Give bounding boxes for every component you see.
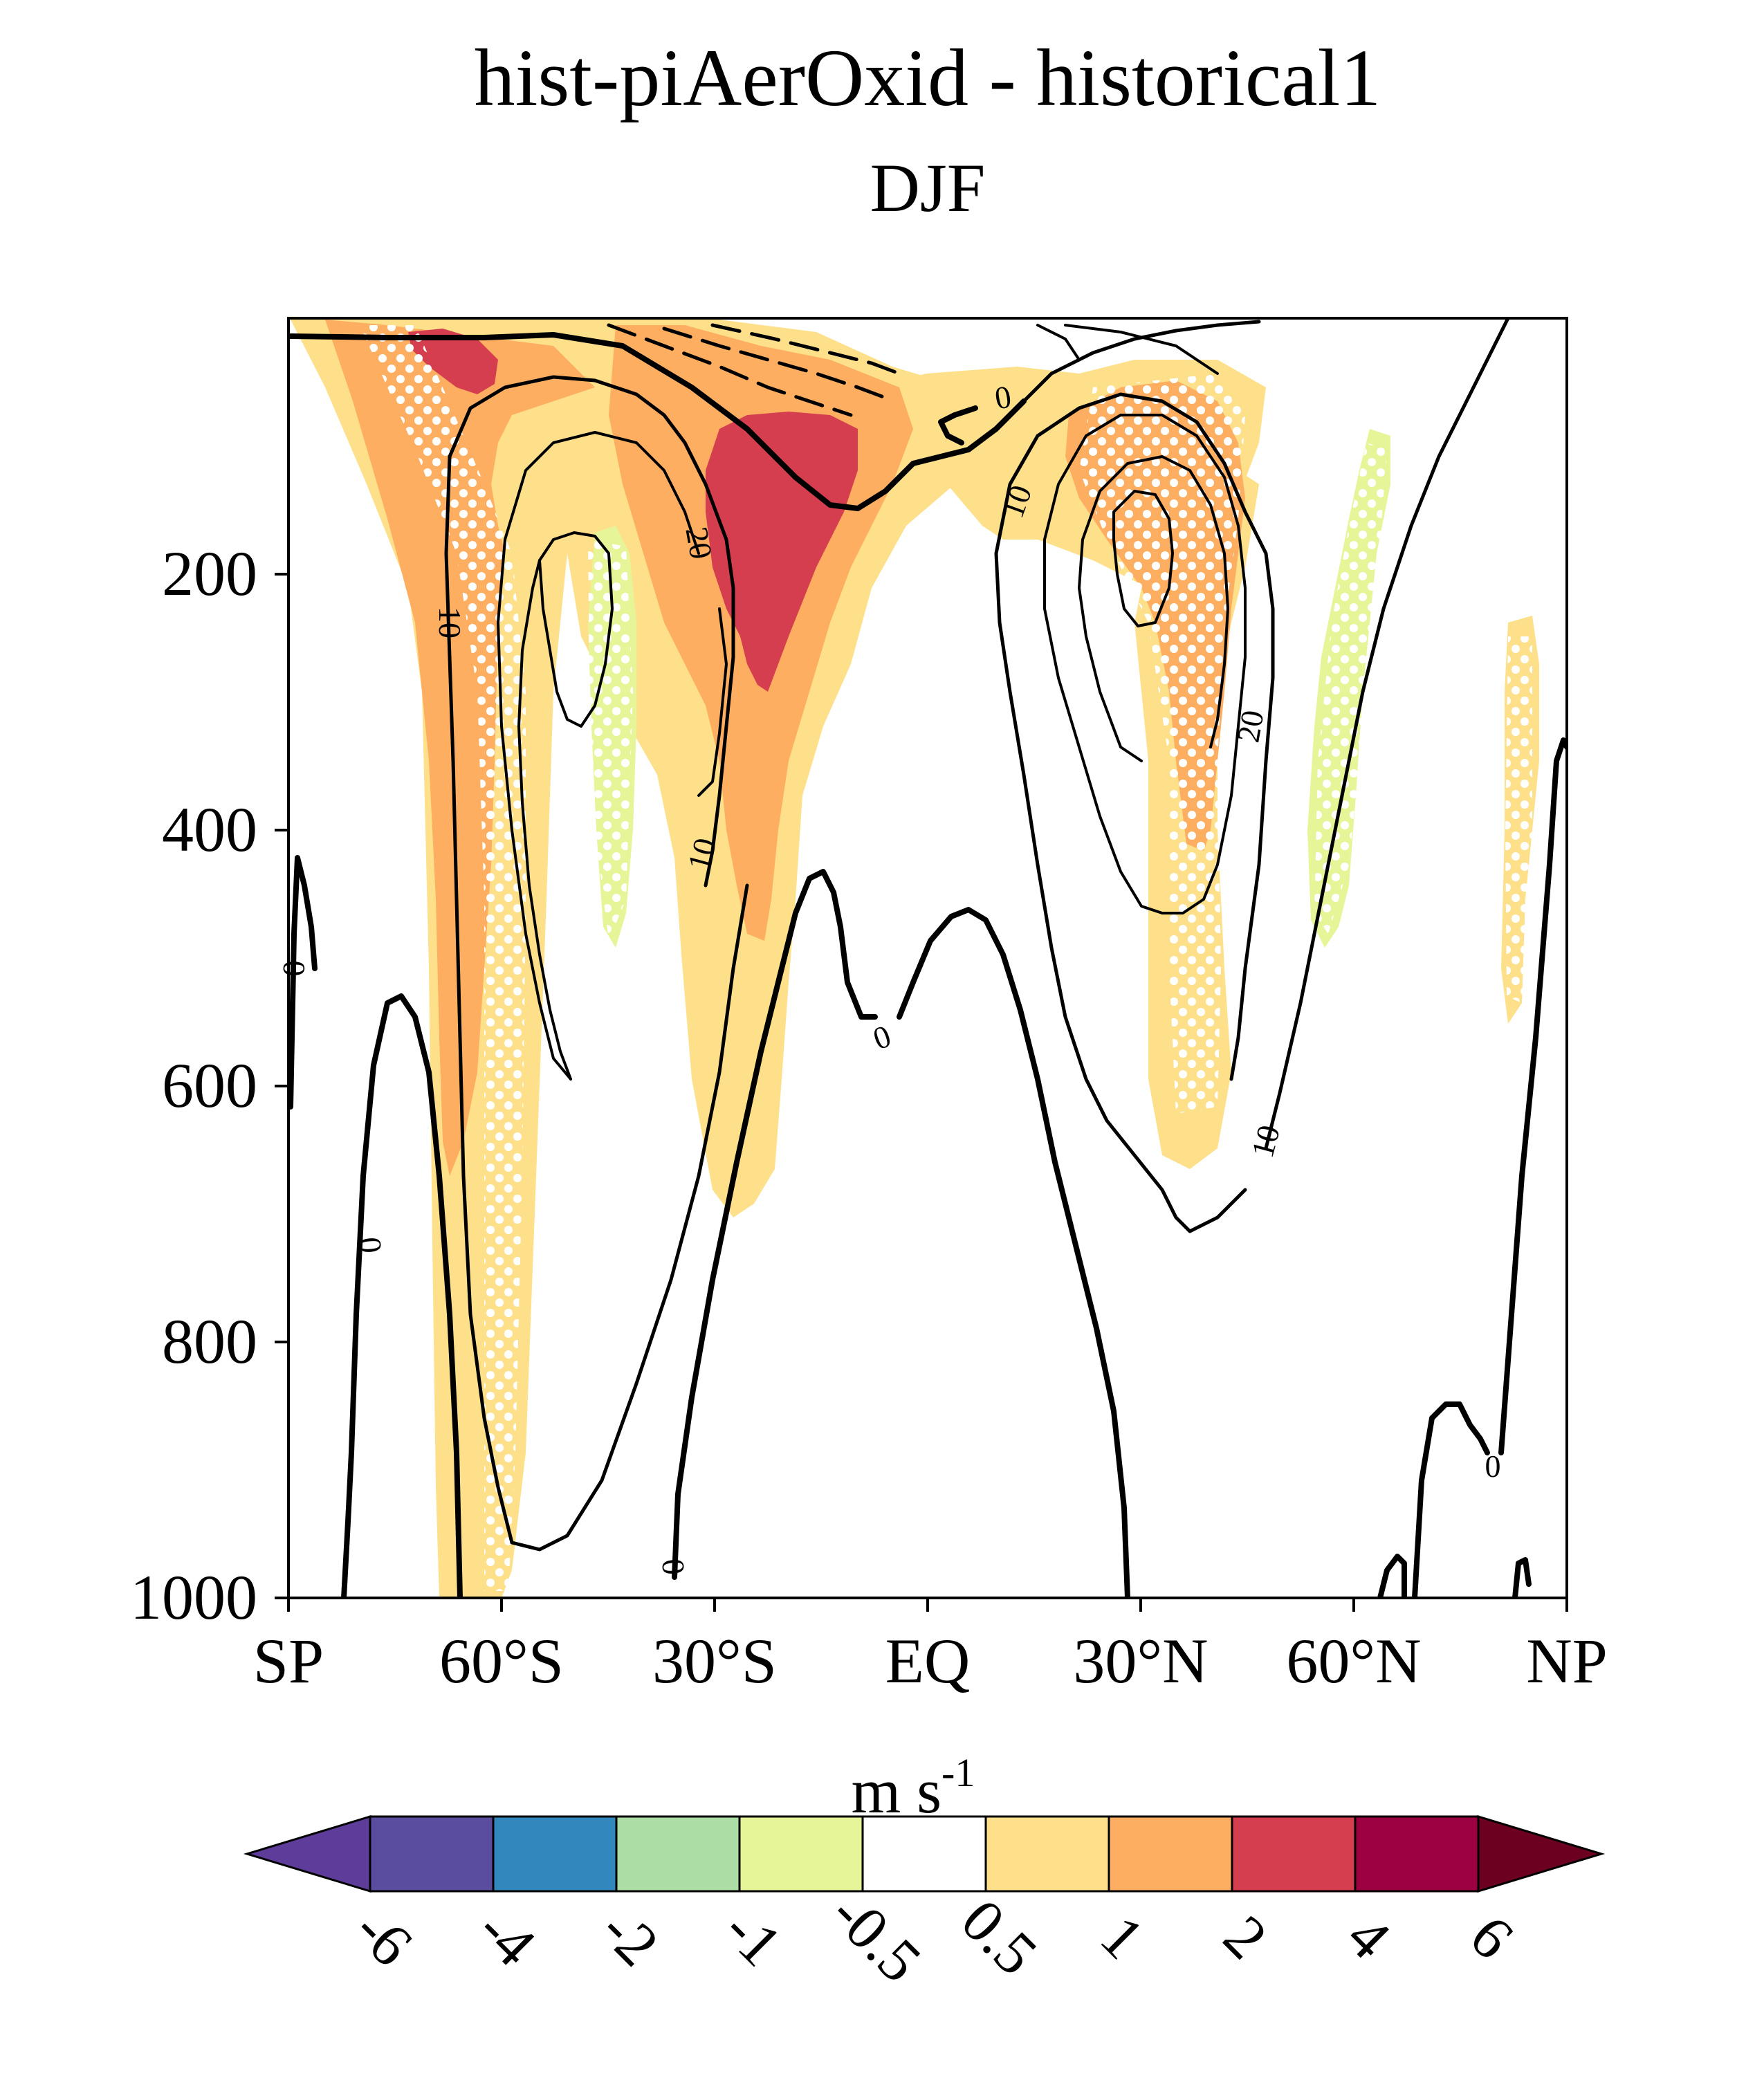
chart-subtitle: DJF <box>870 149 986 226</box>
contour-zero-np <box>1412 1401 1490 1598</box>
colorbar-cell <box>1231 1815 1357 1893</box>
contour-label: 0 <box>277 961 312 977</box>
colorbar-tick-label: -4 <box>465 1896 548 1979</box>
contour-twenty-north-loop <box>1112 490 1174 627</box>
contour-top-right-1 <box>1064 324 1219 375</box>
shading-2-to-4 <box>408 329 858 692</box>
colorbar-tick-label: -0.5 <box>818 1880 933 1996</box>
shade-orange-southern-jet <box>325 320 595 1176</box>
colorbar-cell <box>861 1815 987 1893</box>
y-tick-label: 800 <box>162 1306 257 1377</box>
colorbar-tick-label: -6 <box>342 1896 425 1979</box>
contour-twenty-south <box>497 431 700 1081</box>
contour-negative-dashed-3 <box>710 323 901 376</box>
colorbar-cell <box>1108 1815 1233 1893</box>
x-tick-label: 60°S <box>439 1626 564 1696</box>
stipple-south-jet <box>360 325 526 1591</box>
y-tick-label: 200 <box>162 538 257 609</box>
contour-ten-south-inner <box>510 883 749 1552</box>
contour-label: 0 <box>1485 1449 1501 1484</box>
contour-zero-mid-right <box>897 907 1130 1598</box>
colorbar-cell <box>738 1815 864 1893</box>
y-axis: 200 400 600 800 1000 <box>130 538 288 1633</box>
shade-red-subtropical-south <box>706 412 858 692</box>
colorbar-cell <box>1354 1815 1480 1893</box>
contour-twenty-north <box>1078 455 1229 762</box>
colorbar-tick-label: 0.5 <box>948 1887 1049 1988</box>
significance-stippling <box>360 325 1532 1591</box>
colorbar-unit: m s-1 <box>852 1750 975 1826</box>
x-axis: SP 60°S 30°S EQ 30°N 60°N NP <box>253 1598 1608 1696</box>
colorbar: m s-1 -6 -4 -2 -1 -0.5 0.5 1 2 4 6 <box>243 1750 1606 1996</box>
contour-label: 10 <box>432 607 468 638</box>
contour-twenty-south-line2 <box>517 559 572 1081</box>
contour-zero-sp-left <box>288 855 318 1110</box>
stipple-north-pole <box>1505 636 1532 1003</box>
contour-labels: 0 0 0 0 0 0 10 10 10 10 20 20 <box>277 378 1501 1576</box>
contour-ten-north-right <box>1264 318 1510 1150</box>
contour-label: 0 <box>352 1235 389 1254</box>
shade-red-high-south <box>408 329 498 394</box>
colorbar-tick-label: -1 <box>711 1896 794 1979</box>
contour-zero-upper <box>288 332 1027 511</box>
contour-label: 20 <box>1230 708 1270 745</box>
contour-zero-mid <box>672 869 878 1580</box>
colorbar-tick-label: 1 <box>1087 1903 1157 1972</box>
colorbar-extend-low <box>243 1814 371 1893</box>
x-tick-label: NP <box>1526 1626 1608 1696</box>
colorbar-unit-exponent: -1 <box>941 1750 975 1795</box>
plot-area <box>288 318 1567 1598</box>
contour-zero-top-eq <box>938 405 978 445</box>
colorbar-cell <box>615 1815 741 1893</box>
colorbar-tick-label: 6 <box>1457 1903 1526 1972</box>
contour-ten-north <box>994 392 1275 1233</box>
contour-zero-sp <box>341 993 463 1598</box>
colorbar-unit-base: m s <box>852 1756 941 1826</box>
x-tick-label: SP <box>253 1626 324 1696</box>
x-tick-label: 30°S <box>652 1626 777 1696</box>
contour-label: 20 <box>679 524 719 562</box>
contour-negative-dashed-2 <box>662 327 888 400</box>
contour-top-right-2 <box>1036 324 1081 361</box>
colorbar-tick-label: 2 <box>1211 1903 1280 1972</box>
contour-zero-np-right <box>1498 737 1567 1455</box>
chart-title: hist-piAerOxid - historical1 <box>475 33 1381 123</box>
colorbar-tick-label: 4 <box>1334 1903 1403 1972</box>
colorbar-tick-label: -2 <box>588 1896 671 1979</box>
contour-zero-np-bottom2 <box>1512 1557 1532 1598</box>
colorbar-cell <box>984 1815 1110 1893</box>
contour-zero-np-bottom <box>1377 1554 1407 1598</box>
contour-twenty-north-outer <box>1043 414 1247 914</box>
contour-lines <box>288 318 1567 1598</box>
contour-negative-dashed-1 <box>607 323 853 417</box>
stipple-north-green <box>1314 443 1387 934</box>
y-tick-label: 600 <box>162 1050 257 1121</box>
y-tick-label: 1000 <box>130 1562 257 1633</box>
contour-label: 0 <box>655 1557 692 1576</box>
x-tick-label: 30°N <box>1073 1626 1208 1696</box>
colorbar-cell <box>369 1815 495 1893</box>
contour-ten-south <box>444 375 735 1545</box>
contour-twenty-south-lower <box>697 607 728 797</box>
stipple-south-green <box>588 540 633 941</box>
colorbar-cell <box>492 1815 618 1893</box>
colorbar-extend-high <box>1477 1814 1606 1893</box>
x-tick-label: EQ <box>885 1626 971 1696</box>
stipple-north-jet <box>1079 374 1245 1114</box>
y-tick-label: 400 <box>162 794 257 865</box>
contour-ten-eq-top <box>1022 320 1261 403</box>
x-tick-label: 60°N <box>1286 1626 1421 1696</box>
contour-twenty-south-loop <box>538 531 614 728</box>
